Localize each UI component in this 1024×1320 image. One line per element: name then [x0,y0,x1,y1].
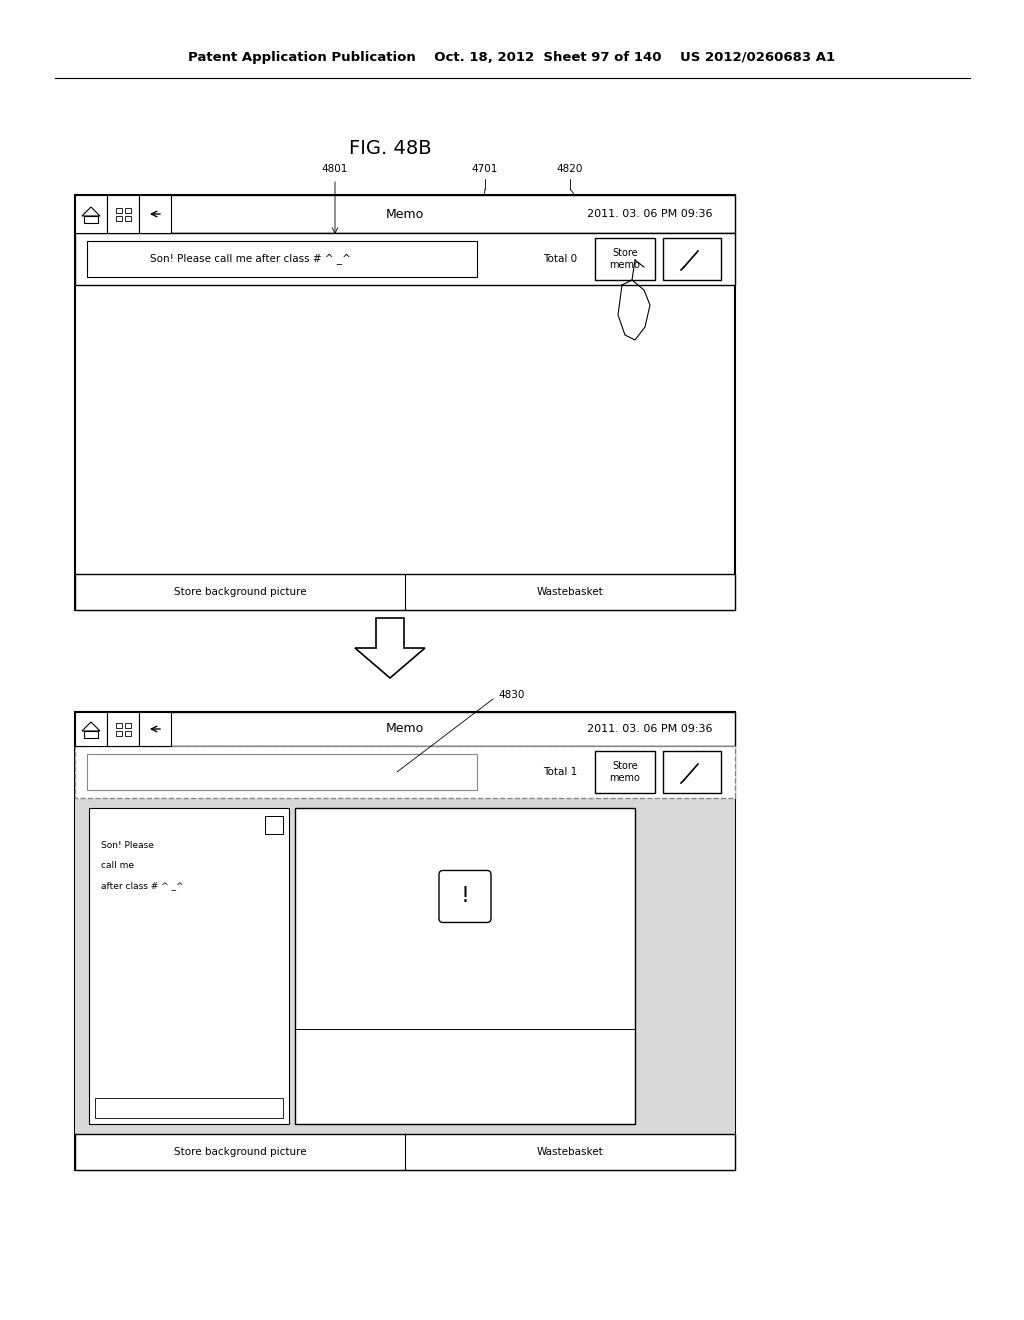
Bar [595,751,655,793]
Bar [75,195,106,234]
Bar [106,711,139,746]
Bar [116,209,122,213]
Text: !: ! [461,887,469,907]
Text: Memo: Memo [386,207,424,220]
Text: Confirm: Confirm [441,1067,488,1080]
Text: Patent Application Publication    Oct. 18, 2012  Sheet 97 of 140    US 2012/0260: Patent Application Publication Oct. 18, … [188,51,836,65]
Bar [75,234,735,285]
Text: call me: call me [101,862,134,870]
Text: Total 0: Total 0 [543,253,578,264]
Polygon shape [355,618,425,678]
Text: 2011/3/13 AM 3:22: 2011/3/13 AM 3:22 [150,1104,228,1113]
Text: Son! Please: Son! Please [101,842,154,850]
Bar [663,238,721,280]
Bar [595,238,655,280]
Bar [75,746,735,799]
Bar [265,816,283,834]
Bar [116,216,122,220]
Text: Son! Please call me after class # ^ _^: Son! Please call me after class # ^ _^ [151,253,351,264]
Text: Wastebasket: Wastebasket [537,587,603,597]
Bar [116,723,122,729]
Bar [75,574,735,610]
Bar [663,751,721,793]
Bar [75,1134,735,1170]
Text: Total 1: Total 1 [543,767,578,777]
Bar [125,731,131,737]
Bar [139,195,171,234]
Bar [125,723,131,729]
Bar [125,216,131,220]
Text: Store
memo: Store memo [609,248,640,269]
FancyBboxPatch shape [439,870,490,923]
Text: 2011. 03. 06 PM 09:36: 2011. 03. 06 PM 09:36 [587,209,713,219]
Bar [89,808,289,1125]
Bar [106,195,139,234]
Text: Wastebasket: Wastebasket [537,1147,603,1158]
Text: Store background picture: Store background picture [174,587,306,597]
Bar [139,711,171,746]
Text: 4801: 4801 [322,164,348,174]
Bar [95,1098,283,1118]
Text: 4830: 4830 [498,690,524,700]
Text: Store
memo: Store memo [609,762,640,783]
Text: FIG. 48B: FIG. 48B [349,139,431,157]
Bar [75,195,735,234]
Text: Memo stored.: Memo stored. [422,975,508,989]
Bar [75,711,106,746]
Bar [75,799,735,1134]
Bar [87,242,477,277]
Bar [295,808,635,1125]
Bar [75,711,735,1170]
Text: after class # ^ _^: after class # ^ _^ [101,882,183,891]
Bar [75,746,735,799]
Bar [116,731,122,737]
Text: 2011. 03. 06 PM 09:36: 2011. 03. 06 PM 09:36 [587,723,713,734]
Text: 4701: 4701 [472,164,499,174]
Text: Store background picture: Store background picture [174,1147,306,1158]
Text: 4820: 4820 [557,164,584,174]
Bar [125,209,131,213]
Bar [87,754,477,789]
Text: Memo: Memo [386,722,424,735]
Bar [75,195,735,610]
Bar [75,711,735,746]
